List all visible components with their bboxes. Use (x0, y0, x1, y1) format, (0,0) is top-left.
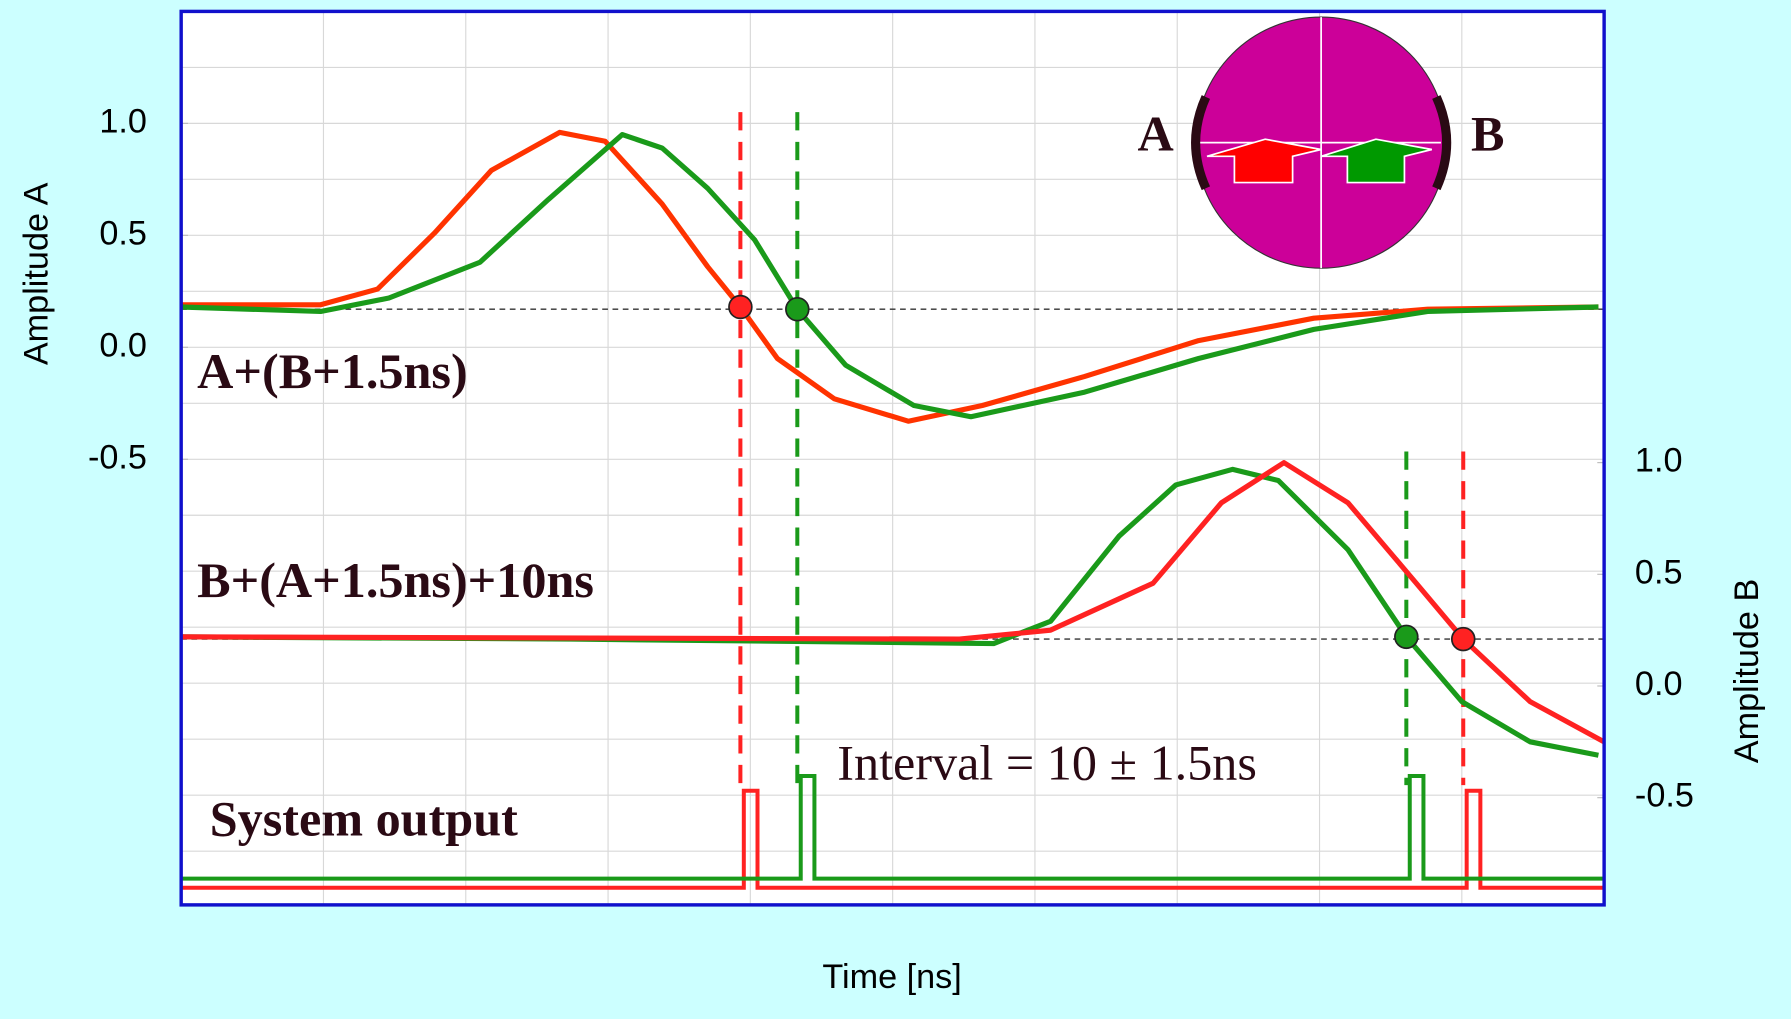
inset-diagram (1196, 17, 1447, 268)
y-tick-label: 0.0 (99, 326, 147, 364)
y-axis-label: Amplitude A (18, 182, 56, 365)
y2-tick-label: -0.5 (1635, 777, 1694, 815)
annotation: A+(B+1.5ns) (197, 343, 468, 399)
y2-tick-label: 1.0 (1635, 442, 1683, 480)
annotation: Interval = 10 ± 1.5ns (837, 734, 1257, 790)
y2-axis-label: Amplitude B (1728, 579, 1766, 763)
x-axis-label: Time [ns] (822, 958, 961, 996)
chart: A B A+(B+1.5ns) B+(A+1.5ns)+10ns System … (0, 0, 1791, 1019)
y-tick-label: 0.5 (99, 214, 147, 252)
crossing-marker (729, 296, 752, 319)
y-tick-label: 1.0 (99, 102, 147, 140)
annotation: System output (210, 790, 518, 846)
crossing-marker (1452, 628, 1475, 651)
page: {"chart_data": { "type": "line", "xlabel… (0, 0, 1791, 1019)
label-a: A (1138, 106, 1174, 162)
label-b: B (1471, 106, 1504, 162)
annotation: B+(A+1.5ns)+10ns (197, 552, 594, 608)
crossing-marker (1395, 625, 1418, 648)
y2-tick-label: 0.0 (1635, 665, 1683, 703)
y-tick-label: -0.5 (88, 438, 147, 476)
y2-tick-label: 0.5 (1635, 553, 1683, 591)
crossing-marker (786, 298, 809, 321)
